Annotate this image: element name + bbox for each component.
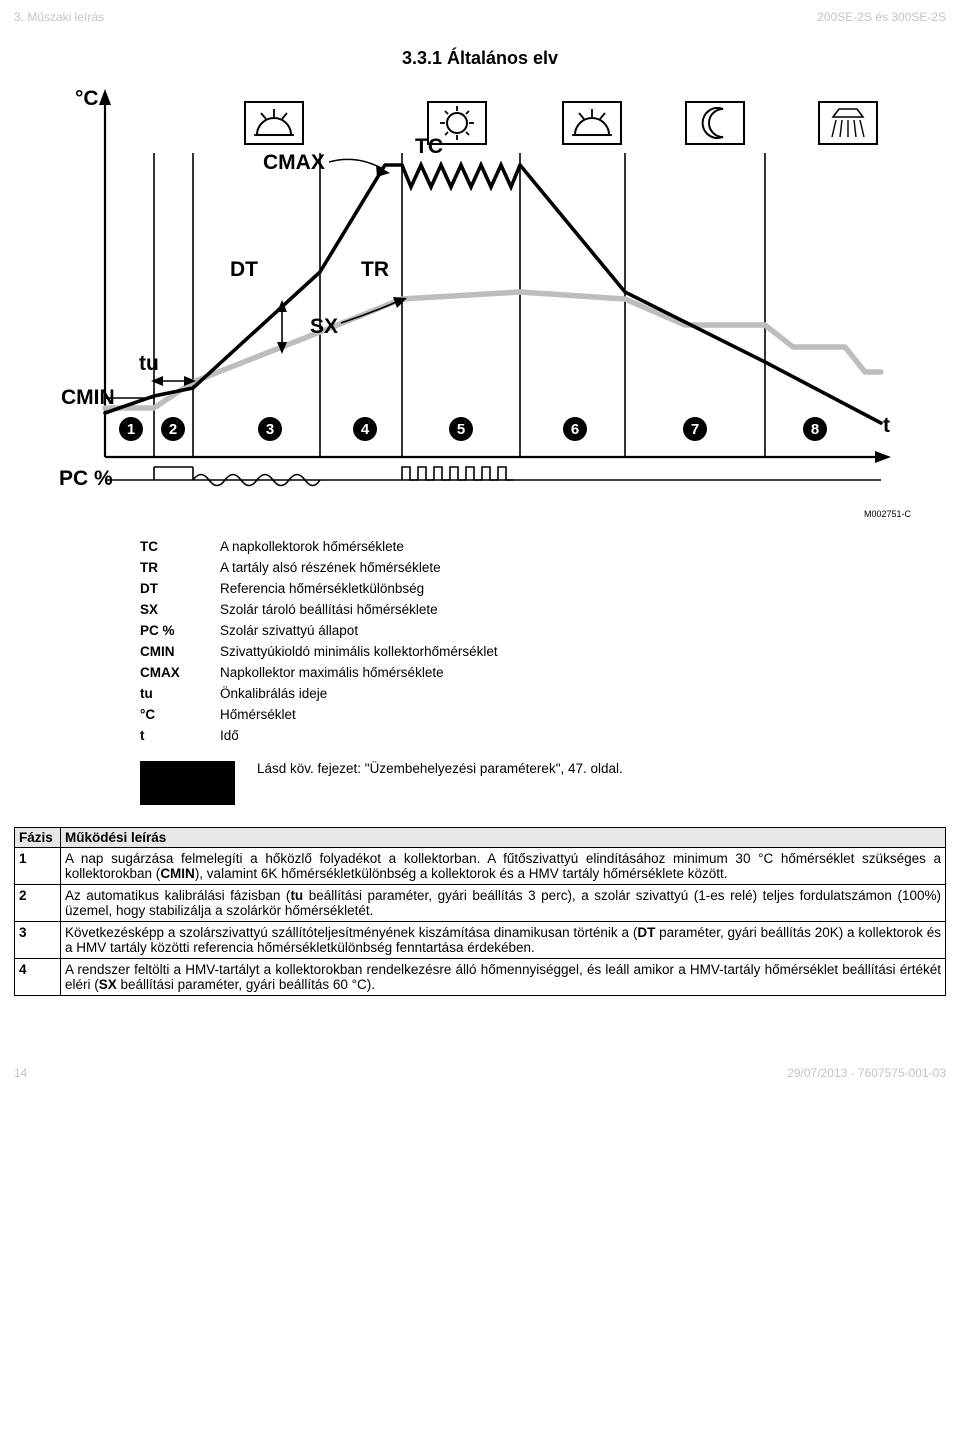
header-right: 200SE-2S és 300SE-2S [817, 10, 946, 24]
phases-table: Fázis Működési leírás 1A nap sugárzása f… [14, 827, 946, 996]
legend-desc: A napkollektorok hőmérséklete [220, 539, 820, 554]
legend-desc: Napkollektor maximális hőmérséklete [220, 665, 820, 680]
svg-text:2: 2 [169, 421, 177, 438]
table-row: 2Az automatikus kalibrálási fázisban (tu… [15, 885, 946, 922]
footer-page-number: 14 [14, 1066, 27, 1080]
svg-text:6: 6 [571, 421, 579, 438]
phase-description: Az automatikus kalibrálási fázisban (tu … [61, 885, 946, 922]
legend-desc: Referencia hőmérsékletkülönbség [220, 581, 820, 596]
legend-label: CMIN [140, 644, 220, 659]
phase-description: Következésképp a szolárszivattyú szállít… [61, 922, 946, 959]
table-row: 3Következésképp a szolárszivattyú szállí… [15, 922, 946, 959]
svg-text:CMAX: CMAX [263, 151, 325, 174]
legend-row: CMAXNapkollektor maximális hőmérséklete [140, 665, 820, 680]
svg-text:SX: SX [310, 315, 338, 338]
phase-description: A nap sugárzása felmelegíti a hőközlő fo… [61, 848, 946, 885]
legend-label: TR [140, 560, 220, 575]
legend-desc: A tartály alsó részének hőmérséklete [220, 560, 820, 575]
legend-row: TRA tartály alsó részének hőmérséklete [140, 560, 820, 575]
svg-text:tu: tu [139, 352, 159, 375]
legend-table: TCA napkollektorok hőmérsékleteTRA tartá… [140, 539, 820, 743]
legend-label: DT [140, 581, 220, 596]
legend-row: CMINSzivattyúkioldó minimális kollektorh… [140, 644, 820, 659]
phase-number: 3 [15, 922, 61, 959]
sunset-icon [563, 102, 621, 144]
note-reference: Lásd köv. fejezet: "Üzembehelyezési para… [257, 761, 623, 776]
legend-label: SX [140, 602, 220, 617]
legend-row: TCA napkollektorok hőmérséklete [140, 539, 820, 554]
phases-header-desc: Működési leírás [61, 828, 946, 848]
svg-text:4: 4 [361, 421, 370, 438]
svg-text:3: 3 [266, 421, 274, 438]
legend-row: °CHőmérséklet [140, 707, 820, 722]
section-title: 3.3.1 Általános elv [14, 48, 946, 69]
tc-sawtooth [402, 165, 520, 187]
principle-chart: °C t [45, 87, 915, 519]
phase-number: 1 [15, 848, 61, 885]
shower-icon [819, 102, 877, 144]
footer-doc-id: 29/07/2013 - 7607575-001-03 [787, 1066, 946, 1080]
legend-desc: Idő [220, 728, 820, 743]
note-black-box [140, 761, 235, 805]
legend-label: °C [140, 707, 220, 722]
legend-row: PC %Szolár szivattyú állapot [140, 623, 820, 638]
legend-label: t [140, 728, 220, 743]
legend-row: tuÖnkalibrálás ideje [140, 686, 820, 701]
header-left: 3. Műszaki leírás [14, 10, 104, 24]
svg-text:TC: TC [415, 135, 443, 158]
svg-text:PC %: PC % [59, 467, 113, 490]
svg-text:t: t [883, 414, 890, 437]
phase-number: 2 [15, 885, 61, 922]
table-row: 1A nap sugárzása felmelegíti a hőközlő f… [15, 848, 946, 885]
legend-desc: Szivattyúkioldó minimális kollektorhőmér… [220, 644, 820, 659]
legend-desc: Szolár szivattyú állapot [220, 623, 820, 638]
svg-text:DT: DT [230, 258, 258, 281]
legend-row: DTReferencia hőmérsékletkülönbség [140, 581, 820, 596]
legend-desc: Önkalibrálás ideje [220, 686, 820, 701]
phase-number: 4 [15, 959, 61, 996]
phase-description: A rendszer feltölti a HMV-tartályt a kol… [61, 959, 946, 996]
svg-text:7: 7 [691, 421, 699, 438]
moon-icon [686, 102, 744, 144]
legend-row: SXSzolár tároló beállítási hőmérséklete [140, 602, 820, 617]
legend-label: PC % [140, 623, 220, 638]
table-row: 4A rendszer feltölti a HMV-tartályt a ko… [15, 959, 946, 996]
svg-text:TR: TR [361, 258, 389, 281]
svg-text:1: 1 [127, 421, 135, 438]
legend-row: tIdő [140, 728, 820, 743]
legend-label: TC [140, 539, 220, 554]
tc-curve-left [105, 165, 402, 413]
svg-text:8: 8 [811, 421, 819, 438]
legend-desc: Hőmérséklet [220, 707, 820, 722]
legend-label: CMAX [140, 665, 220, 680]
sunrise-icon [245, 102, 303, 144]
phases-header-fazis: Fázis [15, 828, 61, 848]
y-axis-label: °C [75, 87, 99, 110]
image-code: M002751-C [45, 509, 911, 519]
legend-label: tu [140, 686, 220, 701]
legend-desc: Szolár tároló beállítási hőmérséklete [220, 602, 820, 617]
svg-text:5: 5 [457, 421, 465, 438]
